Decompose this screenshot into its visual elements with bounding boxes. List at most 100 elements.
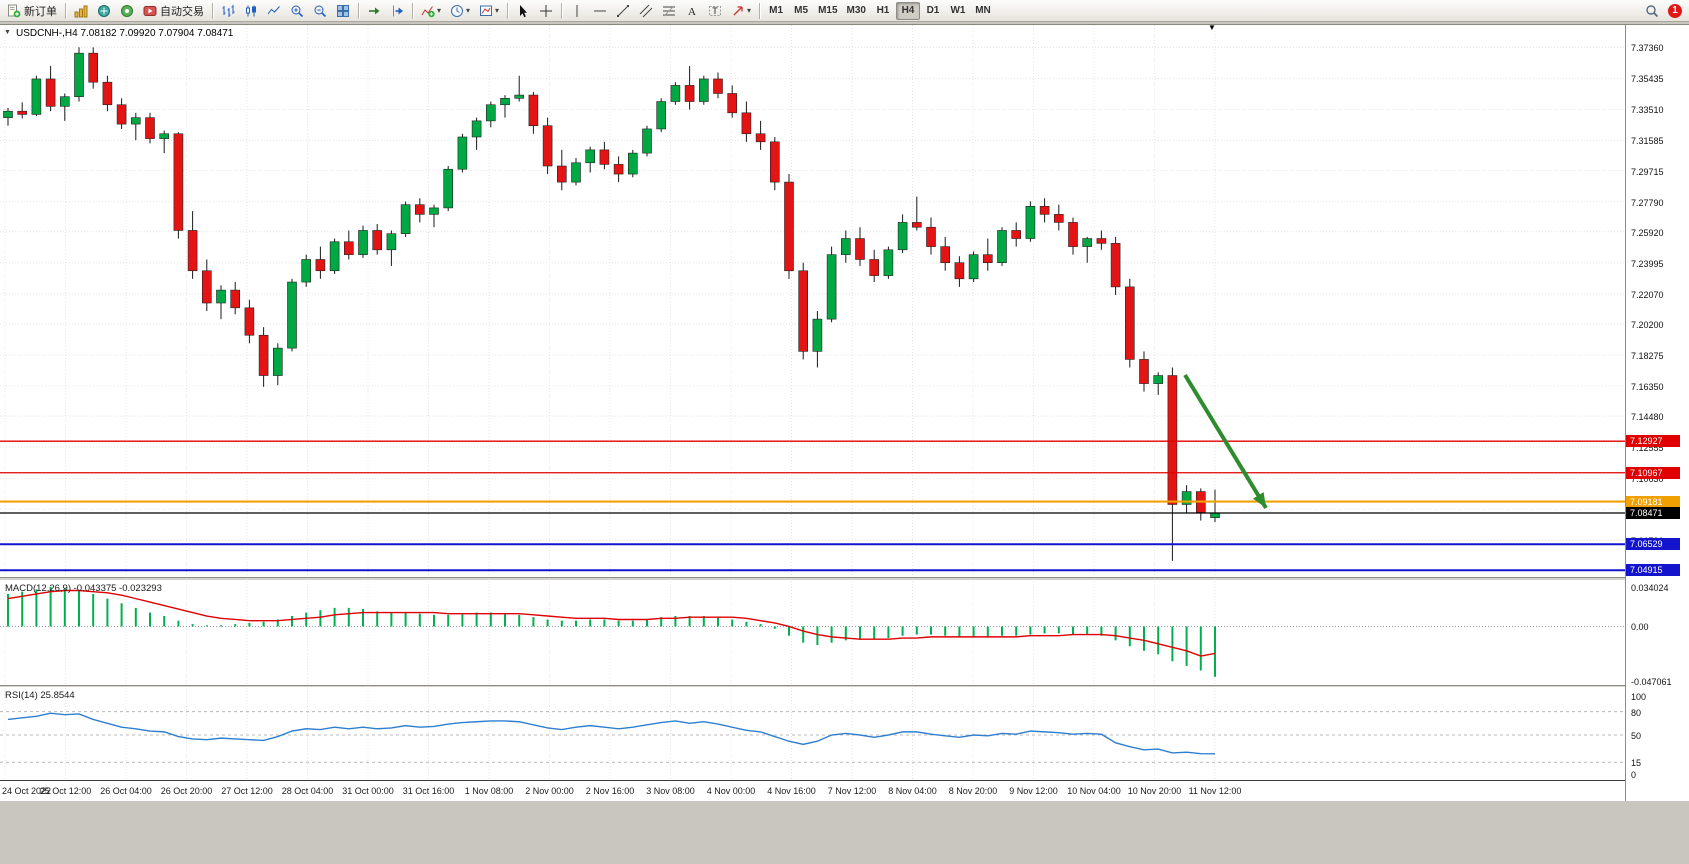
toolbar-separator <box>412 2 413 19</box>
line-chart-icon <box>267 4 281 18</box>
crosshair-button[interactable] <box>535 2 557 20</box>
main-chart-canvas[interactable] <box>0 25 1625 577</box>
timeframe-button-h4[interactable]: H4 <box>895 1 920 20</box>
navigator-button[interactable] <box>116 2 138 20</box>
profiles-button[interactable] <box>93 2 115 20</box>
autotrading-button[interactable]: 自动交易 <box>139 2 208 20</box>
rsi-scale-label: 15 <box>1631 758 1642 769</box>
time-axis-label: 7 Nov 12:00 <box>827 786 877 796</box>
vertical-line-button[interactable] <box>566 2 588 20</box>
price-axis-label: 7.33510 <box>1631 105 1664 116</box>
timeframe-button-m5[interactable]: M5 <box>789 2 813 20</box>
timeframe-button-mn[interactable]: MN <box>971 2 995 20</box>
macd-scale-label: 0.034024 <box>1631 583 1669 593</box>
price-axis-label: 7.20200 <box>1631 319 1664 330</box>
rsi-scale-label: 0 <box>1631 770 1637 780</box>
vertical-line-icon <box>570 4 584 18</box>
time-axis-label: 26 Oct 04:00 <box>100 786 152 796</box>
time-axis-label: 26 Oct 20:00 <box>160 786 213 796</box>
search-button[interactable] <box>1641 2 1663 20</box>
price-axis-label: 7.22070 <box>1631 289 1664 300</box>
text-label-button[interactable]: T <box>704 2 726 20</box>
toolbar-separator <box>212 2 213 19</box>
price-axis-label: 7.23995 <box>1631 258 1664 269</box>
market-watch-icon <box>74 4 88 18</box>
timeframe-button-d1[interactable]: D1 <box>921 2 945 20</box>
timeframe-button-h1[interactable]: H1 <box>871 2 895 20</box>
time-axis-label: 27 Oct 12:00 <box>221 786 273 796</box>
rsi-scale-label: 50 <box>1631 731 1642 741</box>
bar-chart-icon <box>221 4 235 18</box>
timeframe-button-m30[interactable]: M30 <box>843 2 870 20</box>
time-axis-label: 28 Oct 04:00 <box>281 786 334 796</box>
templates-button[interactable]: ▾ <box>475 2 503 20</box>
price-axis[interactable]: 7.37360 7.35435 7.33510 7.31585 7.29715 7.277… <box>1625 25 1689 801</box>
fibonacci-button[interactable] <box>658 2 680 20</box>
timeframe-button-w1[interactable]: W1 <box>946 2 970 20</box>
price-tag: 7.08471 <box>1626 506 1680 519</box>
price-axis-label: 7.27790 <box>1631 197 1664 208</box>
time-axis-label: 2 Nov 16:00 <box>585 786 635 796</box>
zoom-in-button[interactable] <box>286 2 308 20</box>
line-chart-button[interactable] <box>263 2 285 20</box>
candlestick-chart-button[interactable] <box>240 2 262 20</box>
cursor-icon <box>516 4 530 18</box>
price-axis-label: 7.37360 <box>1631 43 1664 54</box>
bar-chart-button[interactable] <box>217 2 239 20</box>
channel-button[interactable] <box>635 2 657 20</box>
price-tag: 7.12927 <box>1626 435 1680 448</box>
rsi-canvas[interactable] <box>0 688 1625 779</box>
zoom-in-icon <box>290 4 304 18</box>
zoom-out-button[interactable] <box>309 2 331 20</box>
time-axis-label: 8 Nov 20:00 <box>948 786 998 796</box>
rsi-scale-label: 80 <box>1631 707 1642 718</box>
symbol-ohlc-header: USDCNH-,H4 7.08182 7.09920 7.07904 7.084… <box>16 28 234 39</box>
toolbar-separator <box>759 2 761 19</box>
toolbar-separator <box>358 2 359 19</box>
macd-canvas[interactable] <box>0 581 1625 685</box>
price-tag: 7.09181 <box>1626 495 1680 508</box>
horizontal-line-button[interactable] <box>589 2 611 20</box>
templates-icon <box>479 4 493 18</box>
new-order-button[interactable]: 新订单 <box>3 2 61 20</box>
time-axis[interactable]: 24 Oct 2022 25 Oct 12:00 26 Oct 04:00 26 Oc… <box>0 780 1625 801</box>
search-icon <box>1645 4 1659 18</box>
arrows-button[interactable]: ▾ <box>727 2 755 20</box>
time-axis-label: 9 Nov 12:00 <box>1009 786 1058 796</box>
arrows-tool-icon <box>731 4 745 18</box>
market-watch-button[interactable] <box>70 2 92 20</box>
price-axis-label: 7.29715 <box>1631 166 1664 177</box>
price-tag: 7.06529 <box>1626 538 1680 551</box>
tile-windows-button[interactable] <box>332 2 354 20</box>
text-button[interactable]: A <box>681 2 703 20</box>
panel-separator[interactable] <box>0 685 1689 688</box>
cursor-button[interactable] <box>512 2 534 20</box>
chart-shift-button[interactable] <box>386 2 408 20</box>
autotrading-label: 自动交易 <box>160 5 204 18</box>
chart-shift-marker-icon[interactable]: ▼ <box>1208 23 1216 32</box>
notification-badge[interactable]: 1 <box>1668 3 1682 18</box>
auto-scroll-icon <box>367 4 381 18</box>
timeframe-button-m15[interactable]: M15 <box>814 2 841 20</box>
periods-button[interactable]: ▾ <box>446 2 474 20</box>
trendline-icon <box>616 4 630 18</box>
trendline-button[interactable] <box>612 2 634 20</box>
time-axis-label: 31 Oct 00:00 <box>342 786 394 796</box>
auto-scroll-button[interactable] <box>363 2 385 20</box>
crosshair-icon <box>539 4 553 18</box>
price-axis-label: 7.12555 <box>1631 443 1664 454</box>
time-axis-label: 4 Nov 00:00 <box>706 786 756 796</box>
macd-scale-label: 0.00 <box>1631 622 1649 633</box>
panel-separator[interactable] <box>0 577 1689 581</box>
new-order-label: 新订单 <box>24 5 57 18</box>
toolbar-separator <box>561 2 563 19</box>
toolbar-separator <box>507 2 509 19</box>
price-axis-label: 7.25920 <box>1631 227 1664 238</box>
chevron-down-icon: ▾ <box>495 6 500 15</box>
fibonacci-icon <box>662 4 676 18</box>
chart-shift-icon <box>390 4 404 18</box>
one-click-panel-toggle-icon[interactable]: ▼ <box>4 29 11 36</box>
timeframe-button-m1[interactable]: M1 <box>764 2 788 20</box>
chevron-down-icon: ▾ <box>466 6 471 15</box>
indicators-button[interactable]: ▾ <box>417 2 445 20</box>
